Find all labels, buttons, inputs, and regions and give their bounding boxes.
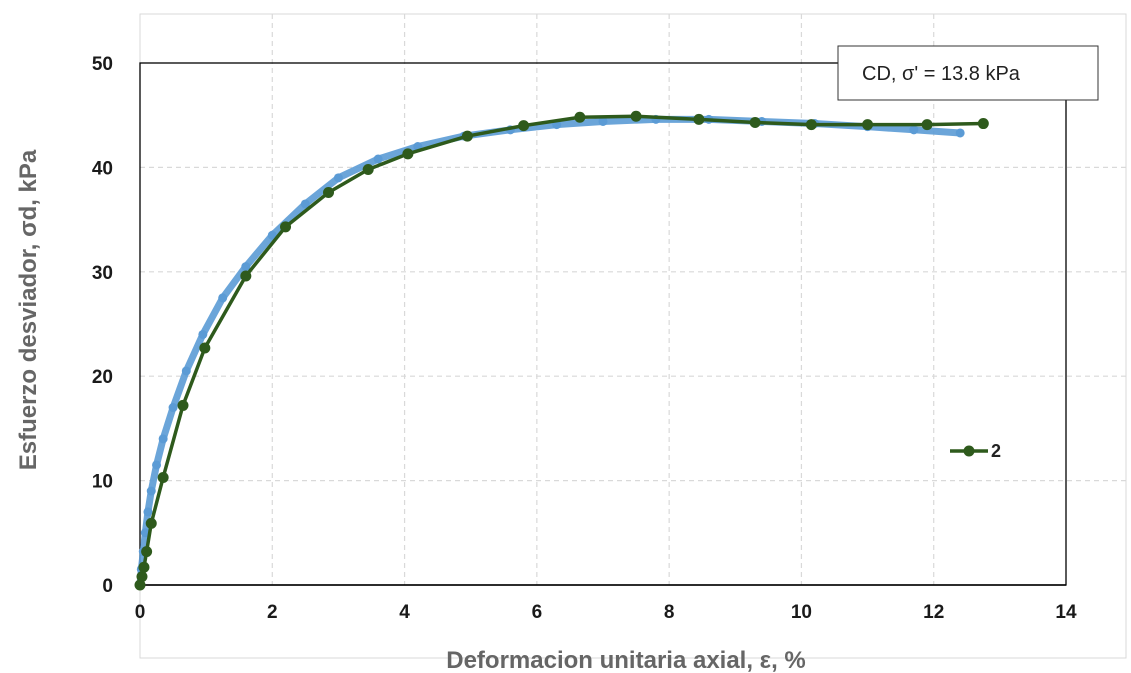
data-point xyxy=(693,113,705,125)
legend: 2 xyxy=(950,441,1001,461)
data-point xyxy=(977,118,989,130)
series-1 xyxy=(135,114,965,590)
data-point xyxy=(921,119,933,131)
x-tick-label: 6 xyxy=(532,602,543,623)
data-point xyxy=(145,517,157,529)
y-tick-label: 50 xyxy=(92,54,113,75)
y-tick-labels: 0 10 20 30 40 50 xyxy=(92,54,113,597)
legend-marker xyxy=(963,445,975,457)
data-point xyxy=(280,221,292,233)
data-point xyxy=(199,342,211,354)
data-point xyxy=(198,329,208,339)
annotation-text: CD, σ' = 13.8 kPa xyxy=(862,63,1021,85)
data-point xyxy=(574,111,586,123)
data-point xyxy=(136,571,148,583)
data-point xyxy=(402,148,414,160)
data-point xyxy=(140,528,150,538)
data-point xyxy=(598,116,608,126)
x-axis-title: Deformacion unitaria axial, ε, % xyxy=(446,647,806,673)
x-tick-labels: 0 2 4 6 8 10 12 14 xyxy=(135,602,1077,623)
series-line xyxy=(136,115,964,589)
data-point xyxy=(518,120,530,132)
data-point xyxy=(158,434,168,444)
y-tick-label: 20 xyxy=(92,367,113,388)
data-point xyxy=(152,460,162,470)
data-point xyxy=(749,117,761,129)
chart-area-border xyxy=(139,13,1127,659)
data-point xyxy=(181,366,191,376)
annotation-box xyxy=(837,45,1099,101)
data-point xyxy=(333,173,343,183)
data-point xyxy=(241,262,251,272)
data-point xyxy=(240,270,252,282)
data-point xyxy=(168,403,178,413)
x-tick-label: 4 xyxy=(399,602,410,623)
y-tick-label: 30 xyxy=(92,263,113,284)
data-point xyxy=(461,130,473,142)
series-line xyxy=(138,114,986,587)
data-point xyxy=(218,293,228,303)
data-point xyxy=(143,507,153,517)
data-point xyxy=(300,199,310,209)
data-point xyxy=(146,486,156,496)
data-point xyxy=(323,186,335,198)
series-layer xyxy=(134,110,989,591)
data-point xyxy=(362,163,374,175)
x-tick-label: 2 xyxy=(267,602,278,623)
data-point xyxy=(267,230,277,240)
plot-area-border xyxy=(139,62,1067,586)
x-tick-label: 0 xyxy=(135,602,146,623)
x-tick-label: 14 xyxy=(1055,602,1077,623)
data-point xyxy=(138,561,150,573)
data-point xyxy=(177,399,189,411)
y-tick-label: 0 xyxy=(102,576,113,597)
y-tick-label: 10 xyxy=(92,472,113,493)
series-2 xyxy=(134,110,989,591)
data-point xyxy=(630,110,642,122)
data-point xyxy=(862,119,874,131)
data-point xyxy=(909,125,919,135)
legend-label: 2 xyxy=(991,441,1001,461)
data-point xyxy=(157,471,169,483)
x-tick-label: 10 xyxy=(791,602,812,623)
data-point xyxy=(955,128,965,138)
x-tick-label: 12 xyxy=(923,602,944,623)
y-tick-label: 40 xyxy=(92,158,113,179)
grid xyxy=(140,14,1126,585)
data-point xyxy=(134,579,146,591)
data-point xyxy=(805,119,817,131)
data-point xyxy=(141,546,153,558)
y-axis-title: Esfuerzo desviador, σd, kPa xyxy=(15,149,42,470)
data-point xyxy=(373,154,383,164)
x-tick-label: 8 xyxy=(664,602,675,623)
